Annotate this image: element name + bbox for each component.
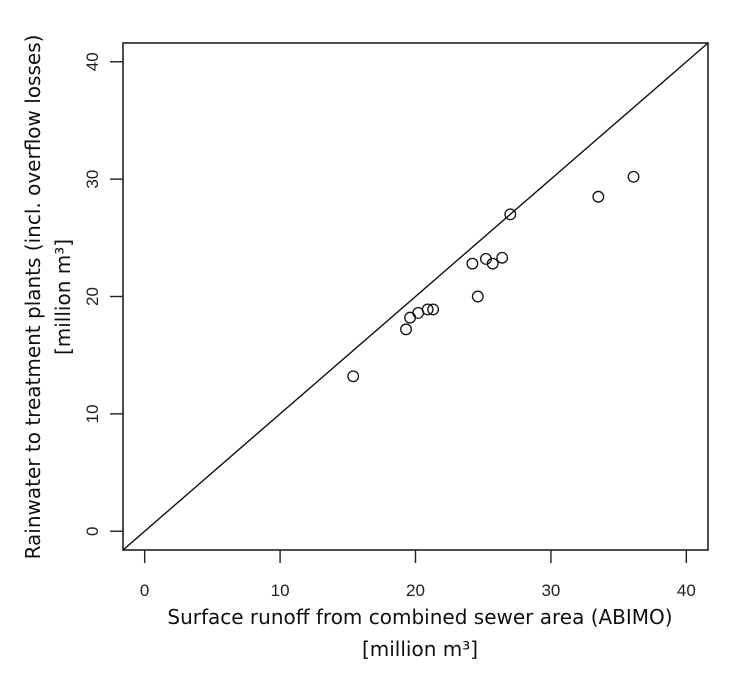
y-axis: 0 10 20 30 40: [83, 52, 123, 536]
data-point: [347, 370, 360, 383]
x-tick-label: 0: [140, 581, 149, 600]
y-tick-label: 10: [83, 404, 102, 423]
data-point: [627, 170, 640, 183]
y-axis-title: Rainwater to treatment plants (incl. ove…: [21, 35, 45, 560]
x-tick-label: 40: [677, 581, 696, 600]
data-points: [347, 170, 640, 383]
x-tick-label: 30: [541, 581, 560, 600]
data-point: [466, 257, 479, 270]
y-tick-label: 40: [83, 52, 102, 71]
y-axis-unit: [million m³]: [51, 239, 75, 355]
data-point: [404, 311, 417, 324]
data-point: [471, 290, 484, 303]
data-point: [496, 251, 509, 264]
data-point: [504, 208, 517, 221]
x-tick-label: 20: [406, 581, 425, 600]
x-axis: 0 10 20 30 40: [140, 550, 696, 600]
reference-line: [122, 42, 709, 551]
x-axis-title: Surface runoff from combined sewer area …: [167, 605, 672, 629]
data-point: [421, 303, 434, 316]
y-tick-label: 20: [83, 287, 102, 306]
x-tick-label: 10: [271, 581, 290, 600]
one-to-one-line: [122, 42, 709, 551]
data-point: [400, 323, 412, 336]
y-tick-label: 30: [83, 170, 102, 189]
data-point: [427, 303, 440, 316]
x-axis-unit: [million m³]: [362, 637, 478, 661]
data-point: [486, 257, 499, 270]
data-point: [592, 190, 605, 203]
y-tick-label: 0: [83, 526, 102, 535]
